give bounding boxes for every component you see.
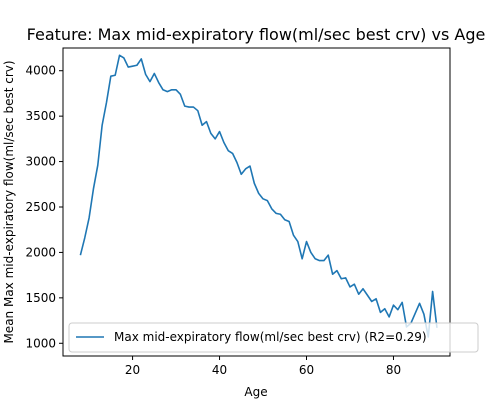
series-line-0	[79, 54, 438, 338]
x-tick-label: 60	[299, 363, 314, 377]
x-tick-label: 20	[125, 363, 140, 377]
x-axis-label: Age	[244, 385, 267, 399]
series-layer	[79, 54, 438, 338]
x-tick-label: 80	[386, 363, 401, 377]
legend-box	[68, 322, 479, 353]
y-tick-label: 3000	[25, 155, 56, 169]
plot-area	[62, 47, 451, 357]
y-tick-label: 2500	[25, 200, 56, 214]
x-tick-label: 40	[212, 363, 227, 377]
y-tick-label: 1500	[25, 291, 56, 305]
y-tick-label: 1000	[25, 336, 56, 350]
legend-label: Max mid-expiratory flow(ml/sec best crv)…	[114, 330, 427, 344]
y-tick-label: 3500	[25, 109, 56, 123]
x-axis: 20 40 60 80	[125, 356, 401, 377]
chart-title: Feature: Max mid-expiratory flow(ml/sec …	[27, 25, 486, 44]
y-tick-label: 4000	[25, 64, 56, 78]
y-axis: 1000 1500 2000 2500 3000 3500 4000	[25, 64, 63, 350]
y-tick-label: 2000	[25, 245, 56, 259]
legend: Max mid-expiratory flow(ml/sec best crv)…	[68, 322, 479, 353]
y-axis-label: Mean Max mid-expiratory flow(ml/sec best…	[2, 60, 16, 343]
